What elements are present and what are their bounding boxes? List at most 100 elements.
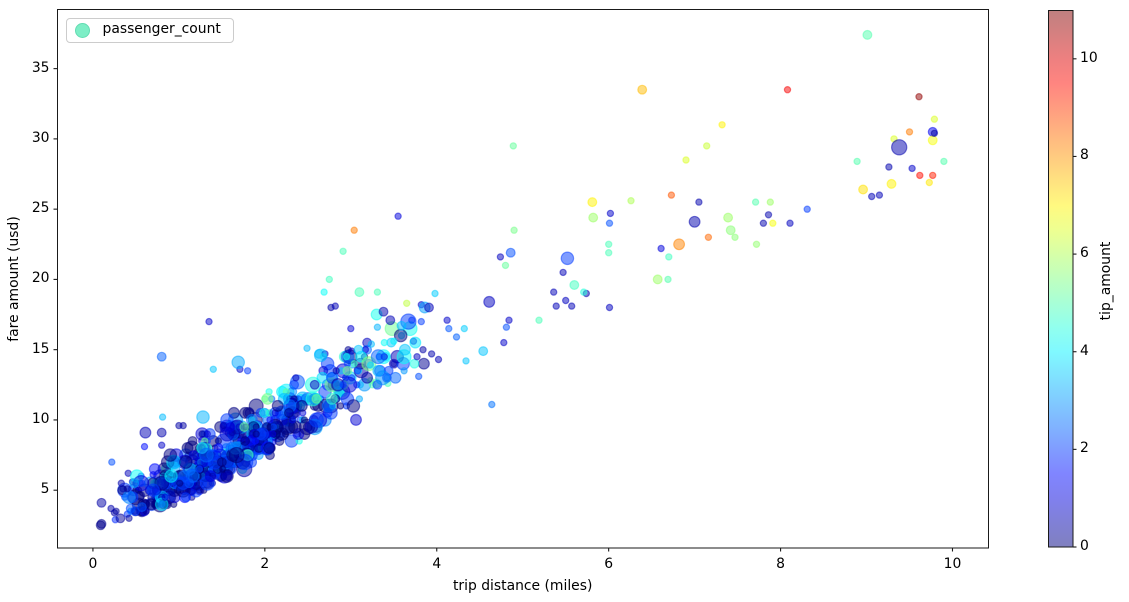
scatter-point	[723, 212, 734, 223]
scatter-point	[413, 353, 421, 361]
scatter-point	[95, 520, 106, 531]
legend: passenger_count	[65, 17, 234, 43]
scatter-point	[138, 479, 146, 487]
x-tick-label: 8	[776, 556, 785, 572]
scatter-point	[303, 344, 311, 352]
scatter-point	[140, 442, 149, 451]
scatter-point	[288, 416, 296, 424]
colorbar-ticks	[1073, 58, 1077, 548]
scatter-point	[157, 441, 166, 449]
scatter-point	[667, 191, 676, 199]
scatter-point	[927, 135, 938, 146]
scatter-point	[704, 233, 713, 241]
colorbar-frame	[1048, 10, 1074, 548]
scatter-point	[496, 253, 505, 261]
scatter-point	[858, 184, 869, 195]
scatter-point	[488, 400, 496, 409]
scatter-point	[375, 370, 391, 386]
scatter-point	[259, 407, 269, 418]
scatter-point	[695, 198, 703, 206]
scatter-point	[239, 422, 250, 432]
scatter-point	[148, 463, 161, 476]
scatter-point	[339, 381, 347, 389]
y-tick-label: 15	[31, 340, 50, 357]
scatter-point	[766, 198, 775, 206]
scatter-point	[240, 436, 251, 446]
scatter-point	[657, 244, 665, 253]
scatter-point	[225, 422, 236, 432]
scatter-point	[505, 316, 513, 324]
y-tick-label: 5	[40, 481, 50, 498]
scatter-point	[769, 219, 777, 227]
scatter-point	[718, 121, 726, 129]
scatter-point	[390, 337, 398, 345]
y-tick-label: 35	[31, 59, 50, 76]
scatter-point	[875, 191, 884, 199]
scatter-point	[417, 317, 425, 326]
y-tick-label: 25	[31, 200, 50, 217]
scatter-point	[673, 238, 686, 251]
scatter-point	[320, 288, 328, 296]
scatter-point	[308, 412, 324, 428]
scatter-point	[751, 198, 760, 206]
scatter-point	[146, 483, 160, 497]
scatter-point	[350, 226, 358, 234]
scatter-point	[502, 323, 511, 331]
colorbar	[1048, 10, 1073, 547]
scatter-point	[764, 211, 773, 219]
scatter-point	[292, 374, 300, 382]
scatter-point	[915, 92, 923, 101]
scatter-point	[509, 142, 517, 150]
scatter-point	[664, 275, 672, 284]
scatter-point	[195, 486, 204, 494]
scatter-point	[501, 261, 510, 270]
scatter-point	[380, 338, 388, 347]
scatter-point	[205, 317, 213, 326]
scatter-point	[251, 437, 260, 445]
scatter-point	[198, 430, 206, 438]
scatter-points	[95, 29, 948, 531]
scatter-point	[195, 465, 204, 473]
scatter-point	[350, 360, 358, 368]
scatter-point	[637, 84, 648, 95]
scatter-point	[180, 492, 191, 503]
scatter-point	[752, 240, 761, 248]
scatter-point	[605, 240, 613, 248]
scatter-point	[605, 303, 614, 312]
y-axis-label: fare amount (usd)	[6, 215, 23, 342]
scatter-point	[434, 355, 443, 364]
scatter-point	[266, 416, 274, 424]
scatter-point	[271, 399, 284, 412]
scatter-point	[886, 178, 897, 189]
scatter-point	[261, 392, 274, 405]
scatter-point	[332, 367, 340, 375]
scatter-point	[309, 379, 320, 390]
scatter-point	[703, 142, 711, 150]
scatter-point	[243, 367, 252, 375]
scatter-point	[759, 219, 768, 227]
scatter-point	[929, 171, 937, 180]
scatter-point	[179, 455, 193, 469]
scatter-point	[188, 450, 199, 461]
scatter-point	[431, 289, 439, 298]
scatter-point	[122, 490, 136, 504]
scatter-point	[175, 479, 184, 487]
scatter-point	[252, 430, 260, 438]
scatter-point	[783, 85, 792, 94]
legend-marker-icon	[74, 22, 90, 38]
colorbar-tick-label: 0	[1080, 538, 1089, 555]
x-tick-label: 4	[432, 556, 442, 572]
scatter-point	[588, 212, 599, 223]
scatter-point	[198, 447, 214, 463]
scatter-point	[580, 288, 588, 296]
scatter-point	[295, 399, 308, 412]
scatter-point	[313, 348, 328, 363]
scatter-point	[396, 320, 407, 331]
scatter-point	[139, 426, 152, 439]
scatter-point	[366, 361, 375, 369]
scatter-point	[400, 367, 408, 375]
scatter-point	[682, 156, 690, 164]
scatter-point	[443, 316, 451, 324]
